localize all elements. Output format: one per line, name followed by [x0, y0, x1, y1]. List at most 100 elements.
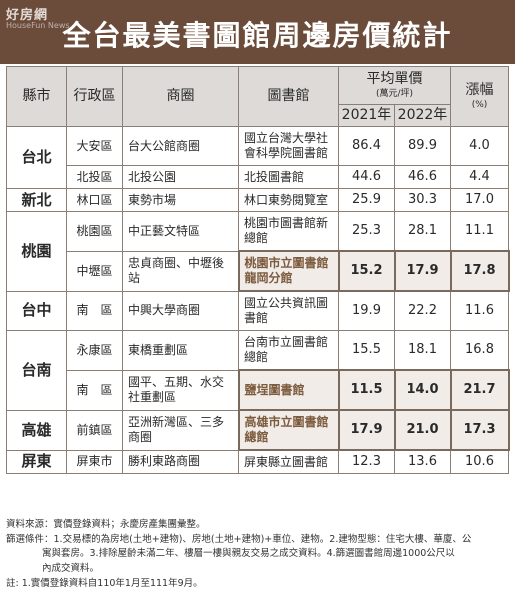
table-row: 新北 林口區 東勢市場 林口東勢閱覽室 25.9 30.3 17.0 — [6, 188, 509, 212]
price-2021-cell: 12.3 — [338, 449, 395, 474]
header-change: 漲幅 (%) — [450, 66, 509, 127]
library-cell: 桃園市圖書館新總館 — [238, 211, 339, 252]
header-change-unit: (%) — [471, 100, 488, 111]
library-cell: 國立公共資訊圖書館 — [238, 290, 339, 331]
page-title: 全台最美書圖館周邊房價統計 — [62, 19, 453, 52]
area-cell: 中正藝文特區 — [122, 211, 239, 252]
header-district: 行政區 — [66, 66, 123, 127]
change-cell: 11.1 — [450, 211, 509, 252]
library-cell-highlighted: 桃園市立圖書館龍岡分館 — [237, 250, 340, 292]
price-2022-cell: 30.3 — [394, 188, 451, 212]
price-2021-cell: 86.4 — [338, 126, 395, 166]
price-2021-cell: 25.9 — [338, 188, 395, 212]
change-cell: 4.0 — [450, 126, 509, 166]
change-cell: 11.6 — [450, 290, 509, 331]
price-2021-cell: 25.3 — [338, 211, 395, 252]
change-cell: 4.4 — [450, 165, 509, 189]
table-row: 台中 南 區 中興大學商圈 國立公共資訊圖書館 19.9 22.2 11.6 — [6, 290, 509, 331]
price-2021-cell-highlighted: 11.5 — [337, 369, 396, 411]
price-2022-cell: 13.6 — [394, 449, 451, 474]
price-2021-cell-highlighted: 15.2 — [337, 250, 396, 292]
county-cell: 台中 — [6, 290, 67, 331]
library-cell: 北投圖書館 — [238, 165, 339, 189]
county-cell: 高雄 — [6, 409, 67, 451]
date-note: 註: 1.實價登錄資料自110年1月至111年9月。 — [6, 577, 203, 589]
header-area: 商圈 — [122, 66, 239, 127]
change-cell: 17.0 — [450, 188, 509, 212]
price-2022-cell: 22.2 — [394, 290, 451, 331]
header-county: 縣市 — [6, 66, 67, 127]
district-cell: 南 區 — [66, 369, 123, 411]
county-cell: 新北 — [6, 188, 67, 212]
district-cell: 南 區 — [66, 290, 123, 331]
source-note: 資料來源：實價登錄資料；永慶房產集團彙整。 — [6, 519, 206, 530]
change-cell-highlighted: 17.8 — [449, 250, 510, 292]
library-cell: 屏東縣立圖書館 — [238, 449, 339, 474]
table-row: 台北 大安區 台大公館商圈 國立台灣大學社會科學院圖書館 86.4 89.9 4… — [6, 126, 509, 189]
county-cell: 桃園 — [6, 211, 67, 292]
table-row: 南 區 國平、五期、水交社重劃區 鹽埕圖書館 11.5 14.0 21.7 — [7, 369, 510, 411]
price-2022-cell-highlighted: 17.9 — [393, 250, 452, 292]
change-cell: 16.8 — [450, 330, 509, 371]
area-cell: 東橋重劃區 — [122, 330, 239, 371]
watermark-logo: 好房網 HouseFun News — [6, 4, 70, 30]
header-year-2021: 2021年 — [338, 104, 395, 127]
district-cell: 中壢區 — [66, 250, 123, 292]
change-cell-highlighted: 21.7 — [449, 369, 510, 411]
library-cell-highlighted: 鹽埕圖書館 — [237, 369, 340, 411]
price-2022-cell: 46.6 — [394, 165, 451, 189]
district-cell: 北投區 — [66, 165, 123, 189]
table-row: 桃園 桃園區 中正藝文特區 桃園市圖書館新總館 25.3 28.1 11.1 — [6, 211, 509, 292]
library-cell: 國立台灣大學社會科學院圖書館 — [238, 126, 339, 166]
change-cell: 10.6 — [450, 449, 509, 474]
price-2021-cell: 19.9 — [338, 290, 395, 331]
district-cell: 桃園區 — [66, 211, 123, 252]
district-cell: 屏東市 — [66, 449, 123, 474]
library-cell: 林口東勢閱覽室 — [238, 188, 339, 212]
county-cell: 台南 — [6, 330, 67, 411]
area-cell: 亞洲新灣區、三多商圈 — [122, 409, 239, 451]
price-2022-cell: 18.1 — [394, 330, 451, 371]
district-cell: 大安區 — [66, 126, 123, 166]
header-year-2022: 2022年 — [394, 104, 451, 127]
filter-note-line-3: 內成交資料。 — [42, 563, 100, 575]
header-price-unit: (萬元/坪) — [375, 89, 414, 100]
district-cell: 林口區 — [66, 188, 123, 212]
price-2021-cell: 15.5 — [338, 330, 395, 371]
price-2021-cell: 44.6 — [338, 165, 395, 189]
area-cell: 國平、五期、水交社重劃區 — [122, 369, 239, 411]
header-price-label: 平均單價 — [366, 70, 423, 87]
area-cell: 台大公館商圈 — [122, 126, 239, 166]
price-2022-cell-highlighted: 14.0 — [393, 369, 452, 411]
county-cell: 屏東 — [6, 449, 67, 474]
price-2022-cell: 28.1 — [394, 211, 451, 252]
price-2022-cell-highlighted: 21.0 — [393, 409, 452, 451]
district-cell: 前鎮區 — [66, 409, 123, 451]
table-row: 台南 永康區 東橋重劃區 台南市立圖書館總館 15.5 18.1 16.8 — [6, 330, 509, 411]
area-cell: 東勢市場 — [122, 188, 239, 212]
change-cell-highlighted: 17.3 — [449, 409, 510, 451]
district-cell: 永康區 — [66, 330, 123, 371]
header-change-label: 漲幅 — [465, 81, 494, 98]
library-cell: 台南市立圖書館總館 — [238, 330, 339, 371]
library-cell-highlighted: 高雄市立圖書館總館 — [237, 409, 340, 451]
price-2022-cell: 89.9 — [394, 126, 451, 166]
title-bar: 好房網 HouseFun News 全台最美書圖館周邊房價統計 — [0, 0, 515, 64]
logo-subtext: HouseFun News — [6, 21, 70, 30]
header-library: 圖書館 — [238, 66, 339, 127]
footnotes: 資料來源：實價登錄資料；永慶房產集團彙整。 篩選條件：1.交易標的為房地(土地+… — [6, 518, 508, 592]
logo-text: 好房網 — [6, 8, 49, 23]
area-cell: 中興大學商圈 — [122, 290, 239, 331]
area-cell: 忠貞商圈、中壢後站 — [122, 250, 239, 292]
area-cell: 勝利東路商圈 — [122, 449, 239, 474]
county-cell: 台北 — [6, 126, 67, 189]
filter-note-line-2: 寓與套房。3.排除屋齡未滿二年、樓層一樓與親友交易之成交資料。4.篩選圖書館周邊… — [42, 548, 455, 560]
table-row: 高雄 前鎮區 亞洲新灣區、三多商圈 高雄市立圖書館總館 17.9 21.0 17… — [6, 409, 510, 451]
table-row: 北投區 北投公園 北投圖書館 44.6 46.6 4.4 — [7, 165, 509, 189]
price-2021-cell-highlighted: 17.9 — [337, 409, 396, 451]
table-row: 屏東 屏東市 勝利東路商圈 屏東縣立圖書館 12.3 13.6 10.6 — [6, 449, 509, 474]
table-row: 中壢區 忠貞商圈、中壢後站 桃園市立圖書館龍岡分館 15.2 17.9 17.8 — [7, 250, 510, 292]
area-cell: 北投公園 — [122, 165, 239, 189]
price-table: 縣市 行政區 商圈 圖書館 平均單價 (萬元/坪) 漲幅 (%) 2021年 2… — [6, 66, 510, 474]
filter-note-line-1: 篩選條件：1.交易標的為房地(土地+建物)、房地(土地+建物)+車位、建物。2.… — [6, 533, 472, 545]
